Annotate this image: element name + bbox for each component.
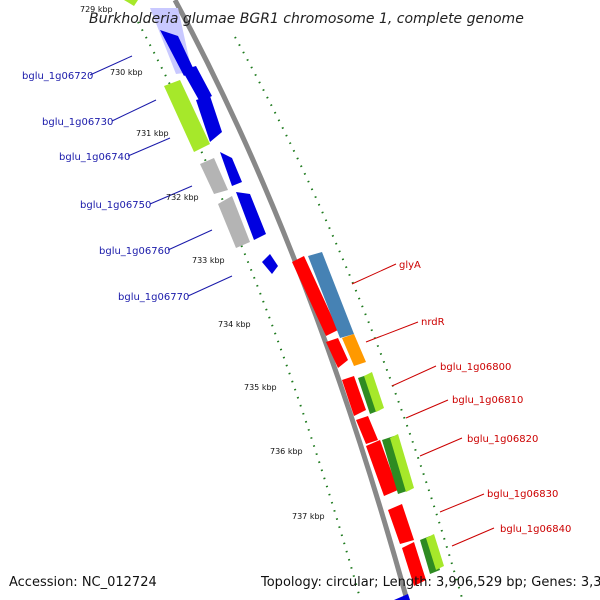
feature-blue [220,152,242,186]
gene-label: bglu_1g06830 [487,489,558,500]
feature-light-green [124,0,138,6]
gene-label: bglu_1g06800 [440,362,511,373]
feature-blue [262,254,278,274]
outer-feature-track [292,252,444,586]
feature-steelblue [308,252,354,338]
feature-grey [218,196,250,248]
gene-label: bglu_1g06840 [500,524,571,535]
kbp-labels: 729 kbp 730 kbp 731 kbp 732 kbp 733 kbp … [80,5,325,521]
gene-label: nrdR [421,317,445,328]
feature-red [292,256,338,336]
right-gene-labels: glyA nrdR bglu_1g06800 bglu_1g06810 bglu… [399,260,571,535]
feature-light-green [390,434,414,492]
feature-blue [236,192,266,240]
feature-red [388,504,414,544]
gene-label: bglu_1g06730 [42,117,113,128]
feature-blue [394,594,410,600]
outer-tick-ring [234,36,463,599]
kbp-label: 730 kbp [110,68,143,77]
feature-red [402,542,426,586]
gene-label: bglu_1g06810 [452,395,523,406]
gene-label: bglu_1g06760 [99,246,170,257]
gene-label: bglu_1g06820 [467,434,538,445]
feature-blue [182,66,212,102]
inner-feature-track [124,0,410,600]
kbp-label: 734 kbp [218,320,251,329]
feature-light-green [364,372,384,412]
leader-lines [89,55,495,547]
feature-orange [342,334,366,366]
kbp-label: 735 kbp [244,383,277,392]
gene-label: glyA [399,260,421,271]
feature-blue [196,96,222,142]
kbp-label: 731 kbp [136,129,169,138]
topology-text: Topology: circular; Length: 3,906,529 bp… [260,575,600,590]
feature-grey [200,158,228,194]
feature-blue [160,30,194,76]
gene-label: bglu_1g06750 [80,200,151,211]
gene-label: bglu_1g06770 [118,292,189,303]
left-gene-labels: bglu_1g06720 bglu_1g06730 bglu_1g06740 b… [22,71,189,303]
feature-red [356,416,378,444]
feature-light-green [164,80,210,152]
kbp-label: 733 kbp [192,256,225,265]
accession-text: Accession: NC_012724 [9,575,157,590]
kbp-label: 732 kbp [166,193,199,202]
gene-label: bglu_1g06720 [22,71,93,82]
feature-red [342,376,366,416]
feature-red [326,338,348,368]
kbp-label: 737 kbp [292,512,325,521]
feature-red [366,440,398,496]
feature-light-green [426,534,444,570]
gene-label: bglu_1g06740 [59,152,130,163]
kbp-label: 729 kbp [80,5,113,14]
kbp-label: 736 kbp [270,447,303,456]
genome-backbone [172,0,410,600]
map-title: Burkholderia glumae BGR1 chromosome 1, c… [89,11,524,27]
